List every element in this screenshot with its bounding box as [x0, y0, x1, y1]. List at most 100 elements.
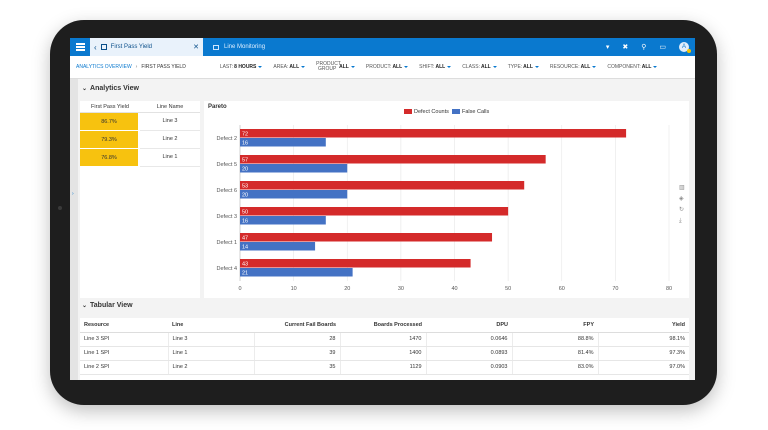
analytics-view-header[interactable]: ⌄ Analytics View: [82, 85, 139, 92]
filter-value: ALL: [523, 64, 533, 70]
tools-icon[interactable]: ✖: [622, 44, 629, 51]
bar-value-label: 47: [242, 236, 248, 242]
section-title: Tabular View: [90, 302, 133, 309]
table-row[interactable]: Line 2 SPI Line 2 35 1129 0.0903 83.0% 9…: [80, 360, 689, 375]
column-header[interactable]: DPU: [426, 318, 512, 333]
bar: [240, 268, 353, 277]
tab-first-pass-yield[interactable]: ‹ First Pass Yield ✕: [90, 38, 203, 56]
chat-icon[interactable]: ▭: [659, 44, 666, 51]
x-tick-label: 10: [291, 286, 297, 292]
topbar-actions: ▾ ✖ ⚲ ▭ A: [605, 42, 695, 53]
table-row[interactable]: Line 1 SPI Line 1 39 1400 0.0893 81.4% 9…: [80, 346, 689, 361]
chevron-down-icon[interactable]: ▾: [605, 44, 610, 51]
table-cell: Line 3: [168, 332, 255, 347]
filter-last[interactable]: LAST: 8 HOURS: [220, 62, 263, 72]
bar: [240, 190, 348, 199]
filter-value: ALL: [480, 64, 491, 70]
fpy-value-cell: 86.7%: [80, 113, 138, 131]
tabular-view-header[interactable]: ⌄ Tabular View: [82, 302, 133, 309]
column-header[interactable]: Resource: [80, 318, 168, 333]
bar-value-label: 43: [242, 262, 248, 268]
caret-down-icon: [534, 66, 539, 68]
line-name-cell: Line 3: [140, 113, 200, 131]
filter-area[interactable]: AREA: ALL: [273, 62, 306, 72]
table-cell: 81.4%: [512, 346, 599, 361]
table-cell: 0.0893: [426, 346, 513, 361]
filter-label: CLASS:: [462, 64, 480, 70]
table-cell: 1400: [340, 346, 427, 361]
chevron-left-icon[interactable]: ‹: [94, 42, 97, 52]
filter-label: AREA:: [273, 64, 289, 70]
column-header[interactable]: FPY: [512, 318, 598, 333]
filter-label: TYPE:: [507, 64, 523, 70]
legend-label: Defect Counts: [414, 109, 449, 115]
filter-value: ALL: [392, 64, 403, 70]
bar: [240, 164, 348, 173]
column-header: First Pass Yield: [91, 103, 129, 110]
y-category-label: Defect 5: [217, 162, 237, 168]
filter-label: SHIFT:: [419, 64, 435, 70]
y-category-label: Defect 3: [217, 214, 237, 220]
table-cell: Line 1 SPI: [80, 346, 169, 361]
filter-resource[interactable]: RESOURCE: ALL: [550, 62, 597, 72]
tab-label: Line Monitoring: [224, 44, 266, 50]
hamburger-menu-icon[interactable]: [70, 38, 90, 56]
tabular-card: Resource Line Current Fail Boards Boards…: [80, 318, 689, 380]
table-cell: 39: [254, 346, 341, 361]
bar-value-label: 20: [242, 193, 248, 199]
table-cell: 88.8%: [512, 332, 599, 347]
fpy-row[interactable]: 79.3% Line 2: [80, 131, 200, 149]
filter-type[interactable]: TYPE: ALL: [508, 62, 539, 72]
tab-label: First Pass Yield: [110, 44, 153, 50]
camera-dot: [58, 206, 62, 210]
column-header[interactable]: Boards Processed: [340, 318, 426, 333]
refresh-icon[interactable]: ↻: [679, 207, 685, 213]
x-tick-label: 60: [559, 286, 565, 292]
table-cell: Line 1: [168, 346, 255, 361]
expand-arrow-icon[interactable]: ›: [72, 191, 74, 197]
table-cell: 97.0%: [598, 360, 689, 375]
legend-label: False Calls: [462, 109, 489, 115]
table-cell: 28: [254, 332, 341, 347]
fpy-row[interactable]: 76.8% Line 1: [80, 149, 200, 167]
pareto-chart: 0 10 20 30 40 50 60 70 80 Defect Counts False Call…: [217, 109, 672, 292]
line-name-cell: Line 1: [140, 149, 200, 167]
table-row[interactable]: Line 3 SPI Line 3 28 1470 0.0646 88.8% 9…: [80, 332, 689, 347]
column-header[interactable]: Current Fail Boards: [254, 318, 340, 333]
bar-value-label: 72: [242, 132, 248, 138]
filter-label: LAST:: [219, 64, 234, 70]
chevron-down-icon: ⌄: [82, 303, 88, 309]
download-icon[interactable]: ⤓: [679, 218, 682, 224]
fpy-row[interactable]: 86.7% Line 3: [80, 113, 200, 131]
filter-value: ALL: [580, 64, 591, 70]
search-icon[interactable]: ⚲: [641, 44, 647, 51]
y-category-label: Defect 1: [217, 240, 237, 246]
table-cell: 1470: [340, 332, 427, 347]
filter-component[interactable]: COMPONENT: ALL: [607, 62, 658, 72]
column-header[interactable]: Yield: [598, 318, 689, 333]
breadcrumb-analytics-overview[interactable]: ANALYTICS OVERVIEW: [76, 64, 132, 70]
filter-class[interactable]: CLASS: ALL: [462, 62, 497, 72]
column-header[interactable]: Line: [168, 318, 254, 333]
caret-down-icon: [404, 66, 409, 68]
bar-chart-icon[interactable]: ▥: [679, 185, 685, 191]
bar-value-label: 16: [242, 219, 248, 225]
breadcrumb-current: FIRST PASS YIELD: [141, 64, 186, 70]
tab-line-monitoring[interactable]: Line Monitoring: [203, 44, 275, 50]
filter-product[interactable]: PRODUCT: ALL: [366, 62, 409, 72]
filter-list: LAST: 8 HOURS AREA: ALL PRODUCT GROUP ALL P…: [220, 62, 669, 72]
layers-icon[interactable]: ◈: [679, 196, 684, 202]
close-icon[interactable]: ✕: [193, 44, 199, 51]
table-cell: 97.3%: [598, 346, 689, 361]
filter-shift[interactable]: SHIFT: ALL: [419, 62, 452, 72]
table-cell: 0.0646: [426, 332, 513, 347]
bar: [240, 181, 525, 190]
monitor-icon: [213, 44, 219, 50]
fpy-value-cell: 76.8%: [80, 149, 138, 167]
filter-value: ALL: [641, 64, 652, 70]
table-cell: Line 2: [168, 360, 255, 375]
avatar[interactable]: A: [679, 42, 691, 53]
filter-product-group[interactable]: PRODUCT GROUP ALL: [316, 62, 355, 72]
filter-value: ALL: [339, 64, 349, 70]
y-category-label: Defect 6: [217, 188, 237, 194]
